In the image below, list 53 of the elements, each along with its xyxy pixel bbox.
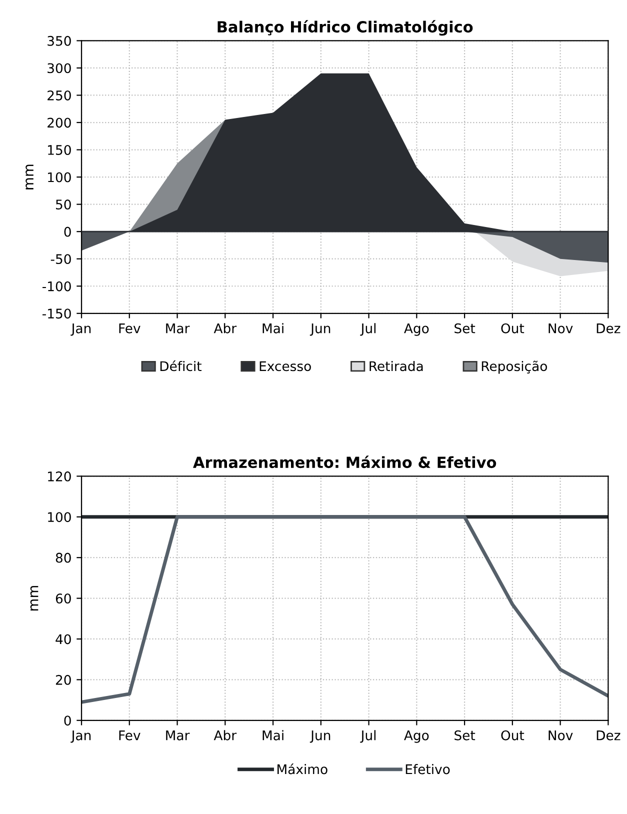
- chart-title: Balanço Hídrico Climatológico: [218, 20, 473, 36]
- y-tick-label: 20: [56, 674, 71, 685]
- legend-label: Reposição: [482, 360, 547, 374]
- y-tick-label: 50: [56, 200, 71, 210]
- y-tick-label: -150: [42, 308, 71, 319]
- x-tick-label: Dez: [596, 324, 620, 334]
- line-series: [82, 515, 608, 704]
- x-tick-label: Abr: [214, 323, 237, 334]
- y-tick-label: 300: [48, 63, 71, 74]
- x-tick-label: Mar: [166, 324, 190, 334]
- legend-label: Máximo: [278, 763, 328, 774]
- x-tick-label: Jan: [70, 324, 91, 336]
- legend-label: Déficit: [160, 360, 202, 372]
- y-tick-label: 100: [48, 172, 71, 182]
- y-tick-label: 120: [48, 471, 71, 482]
- x-tick-label: Jun: [310, 730, 330, 743]
- y-tick-label: 60: [56, 594, 71, 604]
- x-tick-label: Mar: [166, 730, 190, 740]
- chart-title: Armazenamento: Máximo & Efetivo: [193, 456, 496, 468]
- x-tick-label: Jul: [360, 730, 376, 743]
- x-tick-label: Abr: [214, 730, 237, 740]
- y-tick-label: 350: [48, 36, 71, 46]
- x-tick-label: Out: [501, 323, 524, 334]
- x-tick-label: Out: [501, 730, 524, 740]
- y-tick-label: 100: [48, 512, 71, 522]
- x-tick-label: Dez: [596, 730, 620, 740]
- x-tick-label: Nov: [548, 324, 573, 334]
- x-tick-label: Jul: [360, 323, 376, 336]
- y-tick-label: 150: [48, 144, 71, 155]
- y-tick-label: 0: [64, 226, 71, 237]
- x-tick-label: Set: [454, 730, 476, 740]
- x-tick-label: Jun: [310, 324, 330, 336]
- x-tick-label: Mai: [262, 323, 284, 334]
- x-tick-label: Mai: [262, 730, 284, 740]
- y-tick-label: 40: [56, 634, 71, 644]
- x-tick-label: Jan: [70, 730, 91, 743]
- legend-label: Efetivo: [406, 764, 450, 774]
- x-tick-label: Ago: [404, 324, 429, 336]
- y-tick-label: 80: [56, 552, 71, 563]
- y-tick-label: 200: [48, 118, 71, 128]
- legend-label: Retirada: [370, 360, 423, 372]
- y-axis-title: mm: [26, 164, 34, 190]
- y-tick-label: 250: [48, 90, 71, 100]
- x-tick-label: Nov: [548, 730, 573, 740]
- y-axis-title: mm: [30, 586, 38, 611]
- legend-label: Excesso: [260, 361, 311, 372]
- x-tick-label: Ago: [404, 730, 429, 743]
- x-tick-label: Set: [454, 323, 476, 334]
- y-tick-label: 0: [64, 716, 71, 726]
- x-tick-label: Fev: [119, 730, 140, 740]
- y-tick-label: -100: [42, 281, 71, 292]
- y-tick-label: -50: [50, 254, 71, 264]
- x-tick-label: Fev: [119, 324, 140, 334]
